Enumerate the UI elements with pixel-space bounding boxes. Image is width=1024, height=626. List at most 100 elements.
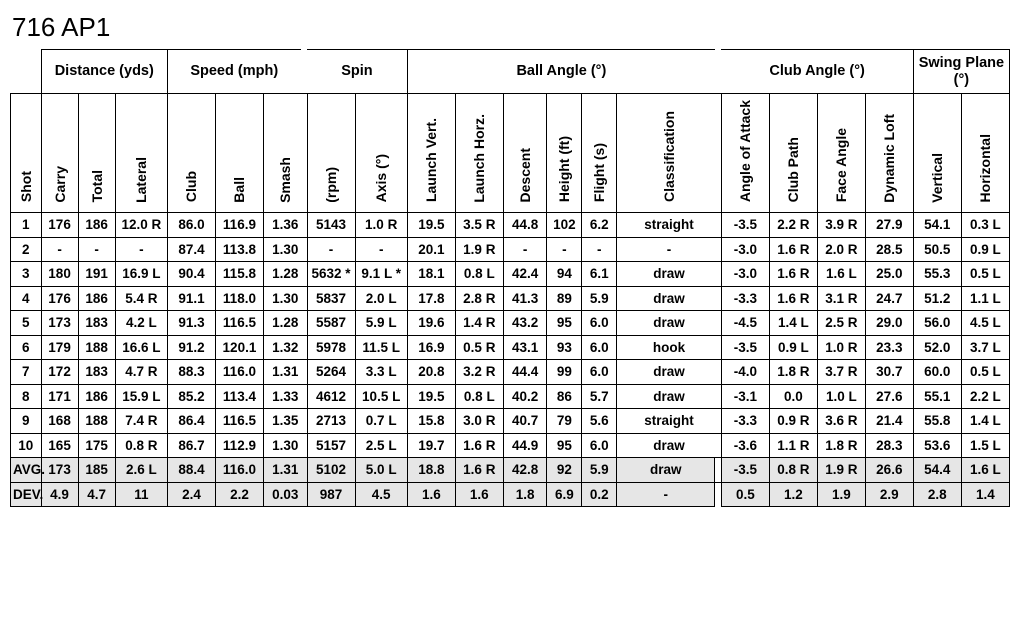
cell-rpm: 2713 xyxy=(307,409,355,434)
cell-v: 51.2 xyxy=(913,286,961,311)
group-clubangle: Club Angle (°) xyxy=(721,50,913,94)
cell-ht: 95 xyxy=(547,433,582,458)
cell-dl: 27.6 xyxy=(865,384,913,409)
cell-shot: 1 xyxy=(11,213,42,238)
col-club: Club xyxy=(168,94,216,213)
cell-h: 3.7 L xyxy=(961,335,1009,360)
cell-v: 55.3 xyxy=(913,262,961,287)
avg-smash: 1.31 xyxy=(263,458,307,483)
cell-axis: 11.5 L xyxy=(355,335,407,360)
cell-lv: 19.7 xyxy=(407,433,455,458)
cell-lh: 1.6 R xyxy=(455,433,503,458)
cell-ball: 118.0 xyxy=(215,286,263,311)
table-row: 617918816.6 L91.2120.11.32597811.5 L16.9… xyxy=(11,335,1010,360)
table-row: 91681887.4 R86.4116.51.3527130.7 L15.83.… xyxy=(11,409,1010,434)
cell-desc: 42.4 xyxy=(503,262,547,287)
cell-rpm: - xyxy=(307,237,355,262)
cell-lh: 0.8 L xyxy=(455,262,503,287)
cell-carry: 179 xyxy=(41,335,78,360)
cell-club: 86.0 xyxy=(168,213,216,238)
cell-shot: 3 xyxy=(11,262,42,287)
cell-fa: 3.7 R xyxy=(817,360,865,385)
cell-h: 1.5 L xyxy=(961,433,1009,458)
cell-dl: 28.5 xyxy=(865,237,913,262)
col-smash: Smash xyxy=(263,94,307,213)
dev-fa: 1.9 xyxy=(817,482,865,507)
cell-carry: 176 xyxy=(41,213,78,238)
group-distance: Distance (yds) xyxy=(41,50,167,94)
cell-club: 88.3 xyxy=(168,360,216,385)
cell-carry: - xyxy=(41,237,78,262)
cell-cp: 1.6 R xyxy=(769,262,817,287)
cell-aoa: -3.5 xyxy=(721,335,769,360)
cell-club: 91.1 xyxy=(168,286,216,311)
group-speed: Speed (mph) xyxy=(168,50,301,94)
group-spin: Spin xyxy=(307,50,407,94)
cell-lat: - xyxy=(115,237,167,262)
cell-cp: 2.2 R xyxy=(769,213,817,238)
cell-desc: 40.2 xyxy=(503,384,547,409)
cell-ball: 113.8 xyxy=(215,237,263,262)
cell-total: 186 xyxy=(78,213,115,238)
group-swing: Swing Plane (°) xyxy=(913,50,1009,94)
cell-ball: 116.0 xyxy=(215,360,263,385)
avg-fa: 1.9 R xyxy=(817,458,865,483)
cell-lv: 18.1 xyxy=(407,262,455,287)
avg-cls: draw xyxy=(617,458,715,483)
cell-fl: 5.6 xyxy=(582,409,617,434)
cell-axis: 2.5 L xyxy=(355,433,407,458)
group-header-row: Distance (yds) Speed (mph) Spin Ball Ang… xyxy=(11,50,1010,94)
dev-rpm: 987 xyxy=(307,482,355,507)
cell-h: 0.3 L xyxy=(961,213,1009,238)
cell-ht: 89 xyxy=(547,286,582,311)
dev-fl: 0.2 xyxy=(582,482,617,507)
cell-v: 56.0 xyxy=(913,311,961,336)
cell-lh: 0.8 L xyxy=(455,384,503,409)
cell-ball: 120.1 xyxy=(215,335,263,360)
cell-carry: 165 xyxy=(41,433,78,458)
cell-v: 50.5 xyxy=(913,237,961,262)
cell-h: 2.2 L xyxy=(961,384,1009,409)
col-cp: Club Path xyxy=(769,94,817,213)
cell-ht: 79 xyxy=(547,409,582,434)
dev-desc: 1.8 xyxy=(503,482,547,507)
dev-cls: - xyxy=(617,482,715,507)
col-lv: Launch Vert. xyxy=(407,94,455,213)
cell-fl: 6.0 xyxy=(582,433,617,458)
cell-fa: 1.0 L xyxy=(817,384,865,409)
table-row: 2---87.4113.81.30--20.11.9 R-----3.01.6 … xyxy=(11,237,1010,262)
dev-dl: 2.9 xyxy=(865,482,913,507)
column-header-row: Shot Carry Total Lateral Club Ball Smash… xyxy=(11,94,1010,213)
cell-h: 0.5 L xyxy=(961,360,1009,385)
cell-ball: 116.5 xyxy=(215,311,263,336)
avg-lat: 2.6 L xyxy=(115,458,167,483)
cell-shot: 8 xyxy=(11,384,42,409)
cell-aoa: -3.6 xyxy=(721,433,769,458)
avg-carry: 173 xyxy=(41,458,78,483)
avg-rpm: 5102 xyxy=(307,458,355,483)
page-title: 716 AP1 xyxy=(12,12,1014,43)
cell-fa: 2.5 R xyxy=(817,311,865,336)
cell-cp: 1.8 R xyxy=(769,360,817,385)
cell-lat: 12.0 R xyxy=(115,213,167,238)
col-ball: Ball xyxy=(215,94,263,213)
cell-axis: 5.9 L xyxy=(355,311,407,336)
cell-cls: hook xyxy=(617,335,722,360)
cell-lv: 16.9 xyxy=(407,335,455,360)
cell-cls: draw xyxy=(617,286,722,311)
cell-axis: 0.7 L xyxy=(355,409,407,434)
dev-ball: 2.2 xyxy=(215,482,263,507)
cell-lat: 5.4 R xyxy=(115,286,167,311)
cell-fa: 1.8 R xyxy=(817,433,865,458)
cell-ht: - xyxy=(547,237,582,262)
cell-cls: straight xyxy=(617,213,722,238)
cell-lh: 1.4 R xyxy=(455,311,503,336)
cell-cp: 1.6 R xyxy=(769,286,817,311)
cell-cls: draw xyxy=(617,262,722,287)
cell-lat: 4.2 L xyxy=(115,311,167,336)
cell-axis: 9.1 L * xyxy=(355,262,407,287)
cell-fl: 5.7 xyxy=(582,384,617,409)
col-flight: Flight (s) xyxy=(582,94,617,213)
cell-smash: 1.35 xyxy=(263,409,307,434)
cell-aoa: -3.3 xyxy=(721,286,769,311)
